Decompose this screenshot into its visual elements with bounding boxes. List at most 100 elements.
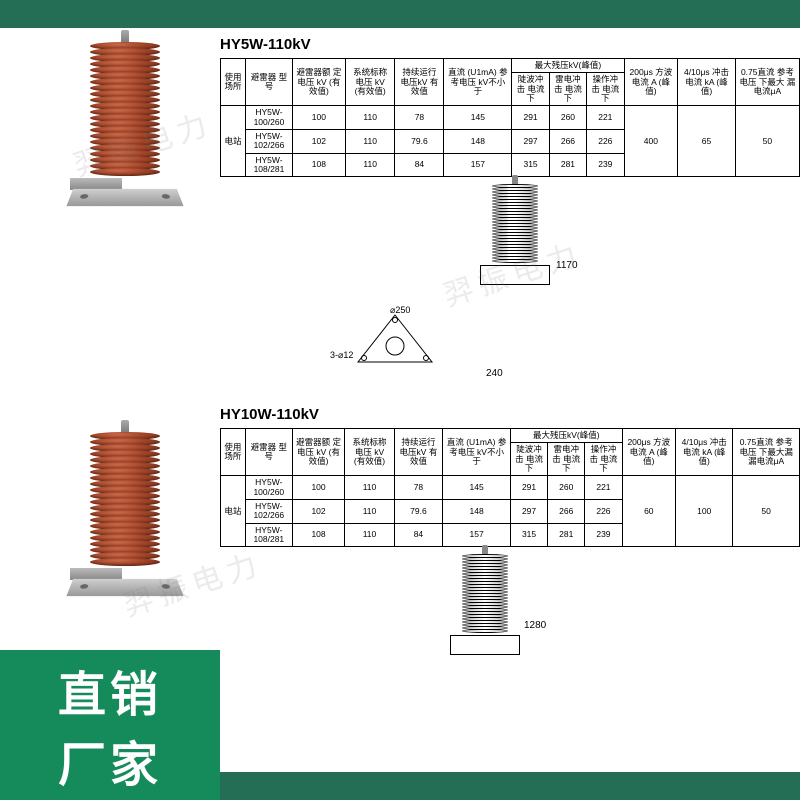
col-impulse: 4/10μs 冲击电流 kA (峰值) (676, 429, 733, 476)
sub-light: 雷电冲击 电流下 (549, 73, 586, 106)
cell: 297 (512, 130, 549, 154)
cell: HY5W-100/260 (245, 476, 292, 500)
cell: 221 (587, 106, 624, 130)
cell: 291 (510, 476, 547, 500)
col-model: 避雷器 型号 (245, 59, 292, 106)
cell: 108 (292, 523, 345, 547)
cell: 157 (443, 523, 511, 547)
col-leak: 0.75直流 参考电压 下最大漏 漏电流μA (733, 429, 800, 476)
section1-title: HY5W-110kV (220, 36, 311, 53)
sub-switch: 操作冲击 电流下 (585, 443, 622, 476)
col-residual: 最大残压kV(峰值) (512, 59, 624, 73)
cell: 226 (587, 130, 624, 154)
badge-line2: 厂家 (58, 725, 162, 795)
cell: HY5W-100/260 (245, 106, 292, 130)
slogan-left: 放心选购 (276, 709, 420, 758)
page-root: HY5W-110kV 使用 场所 避雷器 型号 避雷器额 定电压 kV (有效值… (0, 0, 800, 800)
cell: 157 (444, 153, 512, 177)
cell: 79.6 (394, 500, 443, 524)
cell: 226 (585, 500, 622, 524)
cell: 148 (444, 130, 512, 154)
section2-title: HY10W-110kV (220, 406, 319, 423)
col-model: 避雷器 型号 (245, 429, 292, 476)
cell: 281 (548, 523, 585, 547)
dim-basewidth-1: 240 (486, 368, 503, 379)
col-impulse: 4/10μs 冲击电流 kA (峰值) (678, 59, 736, 106)
sub-light: 雷电冲击 电流下 (548, 443, 585, 476)
cell: 110 (345, 500, 394, 524)
cell-square: 60 (622, 476, 676, 547)
col-cont: 持续运行 电压kV 有效值 (394, 429, 443, 476)
badge-line1: 直销 (58, 655, 162, 725)
col-use: 使用 场所 (221, 59, 246, 106)
sub-steep: 陡波冲击 电流下 (512, 73, 549, 106)
col-sys: 系统标称 电压 kV (有效值) (345, 59, 395, 106)
cell: 239 (585, 523, 622, 547)
cell: 281 (549, 153, 586, 177)
arrester-photo-1 (70, 30, 180, 212)
cell: 145 (443, 476, 511, 500)
badge-direct-sale: 直销 厂家 (0, 650, 220, 800)
cell-impulse: 100 (676, 476, 733, 547)
cell: 110 (345, 476, 394, 500)
cell-square: 400 (624, 106, 678, 177)
sub-steep: 陡波冲击 电流下 (510, 443, 547, 476)
cell: 148 (443, 500, 511, 524)
col-dc: 直流 (U1mA) 参考电压 kV不小于 (444, 59, 512, 106)
cell: 110 (345, 523, 394, 547)
cell: 79.6 (395, 130, 444, 154)
cell: 145 (444, 106, 512, 130)
spec-table-2: 使用 场所 避雷器 型号 避雷器额 定电压 kV (有效值) 系统标称 电压 k… (220, 428, 800, 547)
cell: HY5W-102/266 (245, 500, 292, 524)
dim-bolt-1: 3-⌀12 (330, 350, 353, 361)
cell: HY5W-108/281 (245, 153, 292, 177)
elevation-drawing-2 (450, 545, 520, 655)
dim-height-2: 1280 (524, 620, 546, 631)
cell: 315 (512, 153, 549, 177)
cell: 266 (549, 130, 586, 154)
cell: 239 (587, 153, 624, 177)
cell: 221 (585, 476, 622, 500)
cell: 266 (548, 500, 585, 524)
cell: 102 (292, 130, 345, 154)
cell: 315 (510, 523, 547, 547)
cell: 84 (395, 153, 444, 177)
col-residual: 最大残压kV(峰值) (510, 429, 622, 443)
elevation-drawing-1 (480, 175, 550, 285)
cell: 102 (292, 500, 345, 524)
col-dc: 直流 (U1mA) 参考电压 kV不小于 (443, 429, 511, 476)
col-rated: 避雷器额 定电压 kV (有效值) (292, 59, 345, 106)
col-cont: 持续运行 电压kV 有效值 (395, 59, 444, 106)
cell: 100 (292, 106, 345, 130)
col-square: 200μs 方波电流 A (峰值) (624, 59, 678, 106)
cell: 100 (292, 476, 345, 500)
dim-height-1: 1170 (556, 260, 578, 271)
col-use: 使用 场所 (221, 429, 246, 476)
row-label: 电站 (221, 106, 246, 177)
cell: 297 (510, 500, 547, 524)
sub-switch: 操作冲击 电流下 (587, 73, 624, 106)
cell: 110 (345, 153, 395, 177)
cell: 84 (394, 523, 443, 547)
arrester-photo-2 (70, 420, 180, 602)
col-square: 200μs 方波电流 A (峰值) (622, 429, 676, 476)
slogan-right: 畅销本地 (556, 709, 700, 758)
col-rated: 避雷器额 定电压 kV (有效值) (292, 429, 345, 476)
dim-basehole-1: ⌀250 (390, 305, 410, 316)
col-sys: 系统标称 电压 kV (有效值) (345, 429, 394, 476)
cell-leak: 50 (733, 476, 800, 547)
cell: 291 (512, 106, 549, 130)
baseplan-drawing-1 (350, 310, 440, 370)
cell: 110 (345, 130, 395, 154)
col-leak: 0.75直流 参考电压 下最大 漏电流μA (735, 59, 799, 106)
cell: 260 (548, 476, 585, 500)
cell: 108 (292, 153, 345, 177)
cell: 78 (394, 476, 443, 500)
cell-impulse: 65 (678, 106, 736, 177)
cell: 260 (549, 106, 586, 130)
cell: HY5W-108/281 (245, 523, 292, 547)
cell-leak: 50 (735, 106, 799, 177)
cell: 78 (395, 106, 444, 130)
spec-table-1: 使用 场所 避雷器 型号 避雷器额 定电压 kV (有效值) 系统标称 电压 k… (220, 58, 800, 177)
cell: 110 (345, 106, 395, 130)
